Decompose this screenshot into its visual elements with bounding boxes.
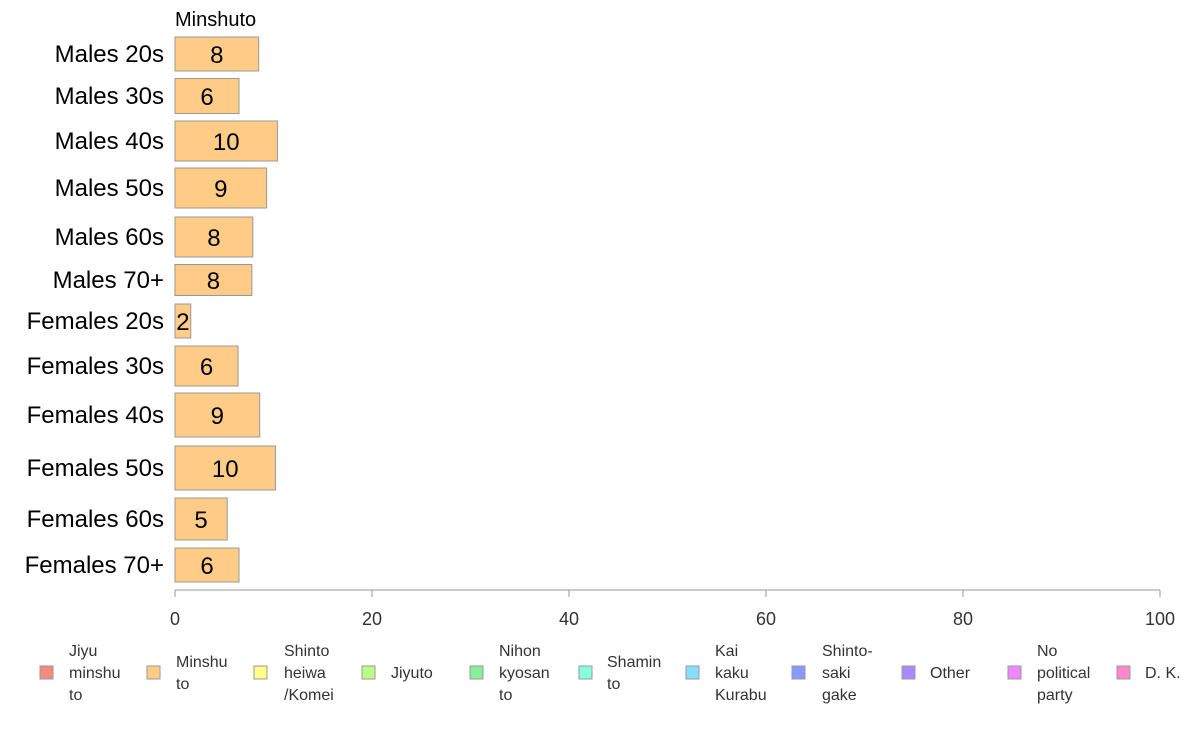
legend-label: No bbox=[1037, 643, 1058, 660]
legend-item: Jiyu minshu to bbox=[39, 643, 121, 704]
category-label: Males 40s bbox=[55, 128, 164, 155]
legend: Jiyu minshu to Minshu to Shinto heiwa/Komei Jiy… bbox=[39, 643, 1181, 704]
legend-label: Shinto- bbox=[822, 643, 873, 660]
legend-item: Jiyuto bbox=[361, 665, 433, 682]
legend-swatch bbox=[146, 665, 161, 680]
category-label: Males 70+ bbox=[53, 267, 164, 294]
x-tick-label: 20 bbox=[362, 609, 382, 629]
legend-label: Kai bbox=[715, 643, 738, 660]
legend-swatch bbox=[1007, 665, 1022, 680]
legend-label: Shinto bbox=[284, 643, 329, 660]
legend-label: gake bbox=[822, 687, 857, 704]
bar bbox=[174, 264, 253, 296]
legend-swatch bbox=[39, 665, 54, 680]
x-tick-label: 40 bbox=[559, 609, 579, 629]
legend-label: party bbox=[1037, 687, 1073, 704]
legend-item: Shamin to bbox=[578, 654, 661, 693]
legend-label: to bbox=[69, 687, 82, 704]
data-label: 6 bbox=[200, 84, 213, 111]
legend-swatch bbox=[361, 665, 376, 680]
panel-title: Minshuto bbox=[175, 9, 256, 31]
category-label: Males 30s bbox=[55, 83, 164, 110]
data-label: 10 bbox=[212, 456, 239, 483]
legend-swatch bbox=[253, 665, 268, 680]
bar bbox=[174, 392, 261, 438]
legend-label: Shamin bbox=[607, 654, 661, 671]
bar bbox=[174, 167, 268, 209]
legend-label: Jiyu bbox=[69, 643, 97, 660]
legend-swatch bbox=[901, 665, 916, 680]
category-label: Females 70+ bbox=[25, 552, 164, 579]
category-label: Males 20s bbox=[55, 41, 164, 68]
bar bbox=[174, 345, 239, 387]
legend-swatch bbox=[469, 665, 484, 680]
bar bbox=[174, 216, 254, 258]
x-tick-label: 100 bbox=[1145, 609, 1175, 629]
bar bbox=[174, 497, 228, 541]
legend-swatch bbox=[1116, 665, 1131, 680]
data-label: 6 bbox=[200, 354, 213, 381]
bar bbox=[174, 303, 192, 339]
data-label: 2 bbox=[176, 309, 189, 336]
legend-label: kaku bbox=[715, 665, 749, 682]
category-label: Females 60s bbox=[27, 506, 164, 533]
bar bbox=[174, 547, 240, 583]
legend-item: D. K. bbox=[1116, 665, 1181, 682]
data-label: 10 bbox=[213, 129, 240, 156]
legend-swatch bbox=[791, 665, 806, 680]
legend-item: No political party bbox=[1007, 643, 1090, 704]
data-label: 6 bbox=[200, 553, 213, 580]
x-tick-label: 80 bbox=[953, 609, 973, 629]
legend-label: saki bbox=[822, 665, 850, 682]
category-label: Males 60s bbox=[55, 224, 164, 251]
legend-item: Other bbox=[901, 665, 971, 682]
legend-label: political bbox=[1037, 665, 1090, 682]
category-labels-group: Males 20s Males 30s Males 40s Males 50s Male… bbox=[25, 41, 164, 579]
legend-label: to bbox=[499, 687, 512, 704]
legend-label: D. K. bbox=[1145, 665, 1181, 682]
legend-item: Minshu to bbox=[146, 654, 228, 693]
legend-label: /Komei bbox=[284, 687, 334, 704]
data-label: 5 bbox=[194, 507, 207, 534]
category-label: Females 40s bbox=[27, 402, 164, 429]
legend-label: heiwa bbox=[284, 665, 326, 682]
legend-item: Shinto heiwa/Komei bbox=[253, 643, 334, 704]
category-label: Females 50s bbox=[27, 455, 164, 482]
category-label: Males 50s bbox=[55, 175, 164, 202]
x-axis: 0 20 40 60 80 100 bbox=[170, 589, 1175, 629]
data-label: 8 bbox=[210, 42, 223, 69]
bar bbox=[174, 445, 276, 491]
legend-label: to bbox=[176, 676, 189, 693]
legend-label: minshu bbox=[69, 665, 121, 682]
x-tick-label: 60 bbox=[756, 609, 776, 629]
data-label: 8 bbox=[207, 225, 220, 252]
legend-label: Jiyuto bbox=[391, 665, 433, 682]
legend-label: Minshu bbox=[176, 654, 228, 671]
legend-label: Nihon bbox=[499, 643, 541, 660]
bar bbox=[174, 78, 240, 114]
legend-label: Kurabu bbox=[715, 687, 767, 704]
bar bbox=[174, 36, 260, 72]
legend-label: Other bbox=[930, 665, 971, 682]
legend-swatch bbox=[578, 665, 593, 680]
category-label: Females 30s bbox=[27, 353, 164, 380]
legend-swatch bbox=[685, 665, 700, 680]
data-label: 9 bbox=[214, 176, 227, 203]
category-label: Females 20s bbox=[27, 308, 164, 335]
bar bbox=[174, 120, 278, 162]
data-label: 8 bbox=[207, 268, 220, 295]
legend-item: Shinto-saki gake bbox=[791, 643, 873, 704]
legend-label: to bbox=[607, 676, 620, 693]
data-label: 9 bbox=[211, 403, 224, 430]
legend-label: kyosan bbox=[499, 665, 550, 682]
x-tick-label: 0 bbox=[170, 609, 180, 629]
legend-item: Nihon kyosan to bbox=[469, 643, 550, 704]
legend-item: Kai kaku Kurabu bbox=[685, 643, 767, 704]
